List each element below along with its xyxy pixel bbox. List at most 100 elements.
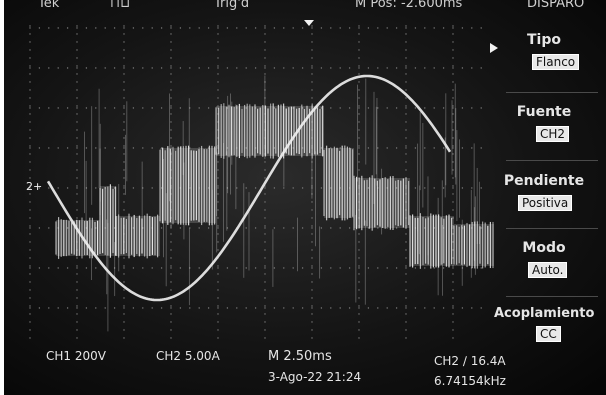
grid-dot (405, 27, 406, 28)
grid-dot (311, 233, 312, 234)
grid-dot (443, 187, 444, 188)
grid-dot (452, 49, 453, 50)
grid-dot (133, 307, 134, 308)
grid-dot (452, 209, 453, 210)
grid-dot (29, 137, 30, 138)
grid-dot (208, 67, 209, 68)
grid-dot (405, 57, 406, 58)
grid-dot (255, 307, 256, 308)
grid-dot (264, 65, 265, 66)
grid-dot (368, 67, 369, 68)
grid-dot (246, 267, 247, 268)
grid-dot (358, 25, 359, 26)
menu-item-fuente-label: Fuente (494, 104, 594, 120)
grid-dot (405, 67, 406, 68)
grid-dot (424, 147, 425, 148)
grid-dot (311, 273, 312, 274)
current-trace-band (56, 220, 100, 256)
grid-dot (452, 145, 453, 146)
grid-dot (255, 267, 256, 268)
grid-dot (264, 49, 265, 50)
grid-dot (170, 273, 171, 274)
grid-dot (217, 33, 218, 34)
grid-dot (302, 187, 303, 188)
grid-dot (311, 73, 312, 74)
grid-dot (387, 27, 388, 28)
grid-dot (358, 297, 359, 298)
grid-dot (311, 41, 312, 42)
grid-dot (405, 81, 406, 82)
grid-dot (311, 337, 312, 338)
grid-dot (76, 337, 77, 338)
grid-dot (123, 89, 124, 90)
grid-dot (452, 25, 453, 26)
grid-dot (396, 27, 397, 28)
grid-dot (123, 169, 124, 170)
grid-dot (358, 321, 359, 322)
grid-dot (170, 281, 171, 282)
grid-dot (405, 49, 406, 50)
grid-dot (452, 27, 453, 28)
grid-dot (48, 107, 49, 108)
grid-dot (189, 307, 190, 308)
grid-dot (217, 65, 218, 66)
grid-dot (180, 307, 181, 308)
grid-dot (217, 233, 218, 234)
grid-dot (358, 145, 359, 146)
grid-dot (462, 307, 463, 308)
grid-dot (123, 97, 124, 98)
grid-dot (311, 89, 312, 90)
grid-dot (170, 233, 171, 234)
grid-dot (76, 33, 77, 34)
grid-dot (452, 289, 453, 290)
grid-dot (471, 67, 472, 68)
grid-dot (462, 107, 463, 108)
grid-dot (424, 27, 425, 28)
grid-dot (349, 267, 350, 268)
grid-dot (452, 33, 453, 34)
grid-dot (123, 113, 124, 114)
grid-dot (424, 187, 425, 188)
grid-dot (217, 227, 218, 228)
grid-dot (349, 107, 350, 108)
grid-dot (358, 27, 359, 28)
grid-dot (217, 177, 218, 178)
grid-dot (443, 107, 444, 108)
grid-dot (462, 27, 463, 28)
grid-dot (452, 41, 453, 42)
grid-dot (29, 113, 30, 114)
grid-dot (349, 227, 350, 228)
grid-dot (170, 265, 171, 266)
grid-dot (405, 313, 406, 314)
grid-dot (264, 209, 265, 210)
grid-dot (29, 329, 30, 330)
grid-dot (405, 249, 406, 250)
grid-dot (76, 307, 77, 308)
grid-dot (142, 27, 143, 28)
grid-dot (29, 25, 30, 26)
grid-dot (405, 153, 406, 154)
grid-dot (76, 267, 77, 268)
grid-dot (377, 307, 378, 308)
grid-dot (405, 281, 406, 282)
grid-dot (405, 273, 406, 274)
grid-dot (424, 267, 425, 268)
grid-dot (264, 337, 265, 338)
grid-dot (29, 89, 30, 90)
grid-dot (264, 297, 265, 298)
grid-dot (358, 89, 359, 90)
grid-dot (452, 329, 453, 330)
grid-dot (311, 227, 312, 228)
grid-dot (358, 67, 359, 68)
grid-dot (330, 227, 331, 228)
grid-dot (264, 281, 265, 282)
grid-dot (405, 107, 406, 108)
grid-dot (405, 89, 406, 90)
frequency-readout: 6.74154kHz (434, 374, 506, 388)
grid-dot (58, 187, 59, 188)
grid-dot (405, 257, 406, 258)
grid-dot (86, 267, 87, 268)
grid-dot (95, 267, 96, 268)
grid-dot (133, 187, 134, 188)
grid-dot (358, 265, 359, 266)
